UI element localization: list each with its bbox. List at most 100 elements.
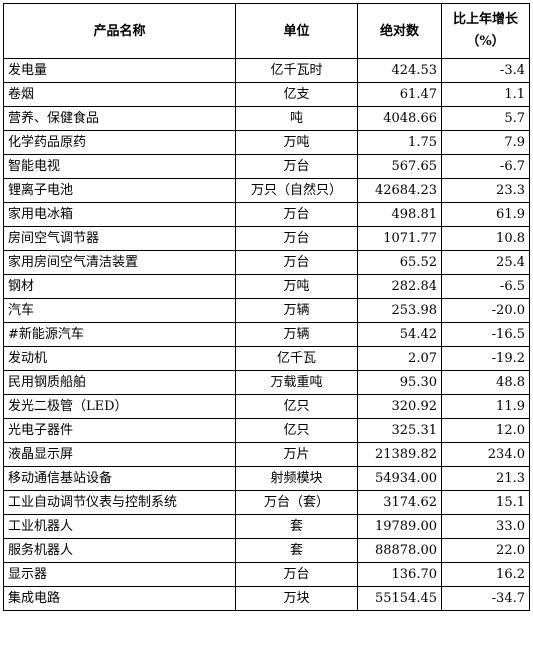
header-growth: 比上年增长 （%）	[441, 3, 530, 59]
absolute-value-cell: 136.70	[357, 562, 442, 587]
absolute-value-cell: 567.65	[357, 154, 442, 179]
product-name-cell: 化学药品原药	[3, 130, 236, 155]
unit-cell: 万吨	[235, 274, 358, 299]
product-name-cell: 发电量	[3, 58, 236, 83]
absolute-value-cell: 88878.00	[357, 538, 442, 563]
production-table: 产品名称 单位 绝对数 比上年增长 （%） 发电量 亿千瓦时 424.53 -3.4 卷…	[3, 3, 530, 611]
product-name-cell: #新能源汽车	[3, 322, 236, 347]
unit-cell: 套	[235, 538, 358, 563]
growth-rate-cell: -6.7	[441, 154, 530, 179]
growth-rate-cell: -34.7	[441, 586, 530, 611]
product-name-cell: 锂离子电池	[3, 178, 236, 203]
absolute-value-cell: 42684.23	[357, 178, 442, 203]
table-row: 锂离子电池 万只（自然只） 42684.23 23.3	[3, 178, 530, 203]
table-row: 集成电路 万块 55154.45 -34.7	[3, 586, 530, 611]
table-row: 房间空气调节器 万台 1071.77 10.8	[3, 226, 530, 251]
unit-cell: 亿只	[235, 394, 358, 419]
unit-cell: 万辆	[235, 298, 358, 323]
growth-rate-cell: 61.9	[441, 202, 530, 227]
growth-rate-cell: 10.8	[441, 226, 530, 251]
product-name-cell: 家用房间空气清洁装置	[3, 250, 236, 275]
absolute-value-cell: 424.53	[357, 58, 442, 83]
product-name-cell: 钢材	[3, 274, 236, 299]
unit-cell: 万只（自然只）	[235, 178, 358, 203]
table-row: 钢材 万吨 282.84 -6.5	[3, 274, 530, 299]
growth-rate-cell: 22.0	[441, 538, 530, 563]
product-name-cell: 集成电路	[3, 586, 236, 611]
table-row: 移动通信基站设备 射频模块 54934.00 21.3	[3, 466, 530, 491]
table-row: 家用电冰箱 万台 498.81 61.9	[3, 202, 530, 227]
table-row: 服务机器人套 88878.00 22.0	[3, 538, 530, 563]
growth-rate-cell: -19.2	[441, 346, 530, 371]
product-name-cell: 工业自动调节仪表与控制系统	[3, 490, 236, 515]
unit-cell: 万台	[235, 154, 358, 179]
table-row: 民用钢质船舶 万载重吨 95.30 48.8	[3, 370, 530, 395]
product-name-cell: 移动通信基站设备	[3, 466, 236, 491]
unit-cell: 亿只	[235, 418, 358, 443]
header-absolute: 绝对数	[357, 3, 442, 59]
unit-cell: 套	[235, 514, 358, 539]
absolute-value-cell: 21389.82	[357, 442, 442, 467]
header-row: 产品名称 单位 绝对数 比上年增长 （%）	[3, 3, 530, 59]
absolute-value-cell: 54.42	[357, 322, 442, 347]
unit-cell: 亿支	[235, 82, 358, 107]
growth-rate-cell: 5.7	[441, 106, 530, 131]
table-row: 营养、保健食品吨 4048.66 5.7	[3, 106, 530, 131]
growth-rate-cell: 15.1	[441, 490, 530, 515]
unit-cell: 射频模块	[235, 466, 358, 491]
growth-rate-cell: 33.0	[441, 514, 530, 539]
table-row: 工业机器人套 19789.00 33.0	[3, 514, 530, 539]
table-body: 发电量 亿千瓦时 424.53 -3.4 卷烟 亿支 61.47 1.1 营养、保健食品吨 404…	[3, 58, 530, 611]
unit-cell: 万台	[235, 202, 358, 227]
absolute-value-cell: 19789.00	[357, 514, 442, 539]
absolute-value-cell: 282.84	[357, 274, 442, 299]
growth-rate-cell: 1.1	[441, 82, 530, 107]
table-row: 光电子器件 亿只 325.31 12.0	[3, 418, 530, 443]
product-name-cell: 发动机	[3, 346, 236, 371]
table-row: 化学药品原药 万吨 1.75 7.9	[3, 130, 530, 155]
product-name-cell: 发光二极管（LED）	[3, 394, 236, 419]
table-row: 发电量 亿千瓦时 424.53 -3.4	[3, 58, 530, 83]
absolute-value-cell: 2.07	[357, 346, 442, 371]
header-growth-line2: （%）	[466, 34, 505, 49]
growth-rate-cell: -6.5	[441, 274, 530, 299]
growth-rate-cell: 7.9	[441, 130, 530, 155]
unit-cell: 万台	[235, 562, 358, 587]
unit-cell: 万载重吨	[235, 370, 358, 395]
absolute-value-cell: 1071.77	[357, 226, 442, 251]
header-unit: 单位	[235, 3, 358, 59]
product-name-cell: 工业机器人	[3, 514, 236, 539]
table-row: 发动机 亿千瓦 2.07 -19.2	[3, 346, 530, 371]
product-name-cell: 房间空气调节器	[3, 226, 236, 251]
product-name-cell: 光电子器件	[3, 418, 236, 443]
table-row: 显示器 万台 136.70 16.2	[3, 562, 530, 587]
unit-cell: 吨	[235, 106, 358, 131]
absolute-value-cell: 55154.45	[357, 586, 442, 611]
growth-rate-cell: 21.3	[441, 466, 530, 491]
unit-cell: 万片	[235, 442, 358, 467]
table-row: 家用房间空气清洁装置 万台 65.52 25.4	[3, 250, 530, 275]
unit-cell: 万台（套）	[235, 490, 358, 515]
absolute-value-cell: 61.47	[357, 82, 442, 107]
unit-cell: 万台	[235, 250, 358, 275]
table-row: 卷烟 亿支 61.47 1.1	[3, 82, 530, 107]
product-name-cell: 民用钢质船舶	[3, 370, 236, 395]
unit-cell: 万台	[235, 226, 358, 251]
growth-rate-cell: -16.5	[441, 322, 530, 347]
product-name-cell: 显示器	[3, 562, 236, 587]
absolute-value-cell: 95.30	[357, 370, 442, 395]
absolute-value-cell: 54934.00	[357, 466, 442, 491]
growth-rate-cell: -20.0	[441, 298, 530, 323]
growth-rate-cell: 23.3	[441, 178, 530, 203]
growth-rate-cell: 25.4	[441, 250, 530, 275]
product-name-cell: 服务机器人	[3, 538, 236, 563]
unit-cell: 亿千瓦	[235, 346, 358, 371]
absolute-value-cell: 320.92	[357, 394, 442, 419]
product-name-cell: 液晶显示屏	[3, 442, 236, 467]
unit-cell: 万吨	[235, 130, 358, 155]
absolute-value-cell: 325.31	[357, 418, 442, 443]
absolute-value-cell: 4048.66	[357, 106, 442, 131]
growth-rate-cell: 16.2	[441, 562, 530, 587]
growth-rate-cell: 11.9	[441, 394, 530, 419]
growth-rate-cell: -3.4	[441, 58, 530, 83]
